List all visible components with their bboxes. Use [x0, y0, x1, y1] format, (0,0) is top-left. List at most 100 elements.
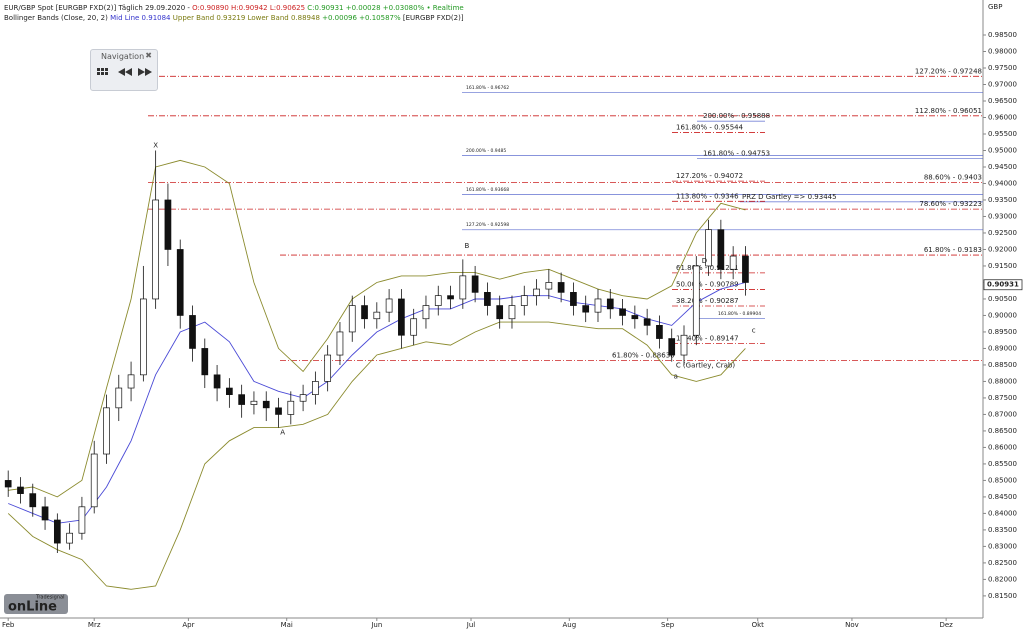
navigation-icons: [97, 68, 152, 76]
fib-label: 112.80% - 0.96051: [915, 107, 982, 115]
y-tick-label: 0.95000: [988, 146, 1017, 154]
y-tick-label: 0.86500: [988, 427, 1017, 435]
grid-icon[interactable]: [97, 68, 108, 75]
fib-label: 50.00% - 0.90789: [676, 280, 739, 288]
candle-body: [729, 255, 737, 270]
candle-body: [127, 374, 135, 389]
header-line-1: EUR/GBP Spot [EURGBP FXD(2)] Täglich 29.…: [4, 4, 464, 12]
x-tick-label: Sep: [661, 621, 675, 629]
close-text: C:0.90931 +0.00028 +0.03080%: [307, 4, 424, 12]
candle-body: [238, 394, 246, 405]
bollinger-band: [8, 159, 746, 498]
y-tick-label: 0.89000: [988, 344, 1017, 352]
last-price-box: [983, 279, 1023, 291]
symbol: [EURGBP FXD(2)]: [403, 14, 464, 22]
candle-body: [606, 298, 614, 310]
candle-body: [692, 265, 700, 336]
y-tick-label: 0.90000: [988, 311, 1017, 319]
candle-body: [312, 381, 319, 395]
logo: Tradesignal onLine: [4, 594, 68, 615]
lower-text: Lower Band 0.88948: [248, 14, 320, 22]
y-tick-label: 0.82000: [988, 575, 1017, 583]
candle-body: [557, 282, 565, 293]
candle-body: [508, 305, 516, 320]
pattern-label: B: [465, 242, 470, 250]
back-icon[interactable]: [118, 68, 132, 76]
close-button[interactable]: ✖: [145, 51, 152, 60]
fib-label: 11.40% - 0.89147: [676, 335, 739, 343]
candle-body: [250, 400, 258, 405]
candle-body: [336, 331, 344, 356]
y-tick-label: 0.84500: [988, 493, 1017, 501]
ohlc: O:0.90890 H:0.90942 L:0.90625: [192, 4, 305, 12]
fib-label: 127.20% - 0.97248: [915, 67, 982, 75]
x-tick-label: Mai: [281, 621, 293, 629]
mid-text: Mid Line 0.91084: [110, 14, 171, 22]
candle-body: [324, 354, 332, 382]
fib-label: 127.20% - 0.94072: [676, 172, 743, 180]
y-tick-label: 0.95500: [988, 130, 1017, 138]
candle-body: [361, 305, 368, 320]
candle-body: [287, 400, 295, 415]
candle-body: [434, 295, 442, 306]
y-tick-label: 0.88500: [988, 361, 1017, 369]
y-tick-label: 0.98500: [988, 31, 1017, 39]
y-tick-label: 0.92000: [988, 245, 1017, 253]
candle-body: [226, 387, 233, 395]
header-line-2: Bollinger Bands (Close, 20, 2) Mid Line …: [4, 14, 464, 22]
fib-label: 161.80% - 0.96762: [466, 85, 509, 91]
pattern-label: X: [153, 142, 158, 150]
y-tick-label: 0.85000: [988, 476, 1017, 484]
candle-body: [398, 298, 405, 336]
y-tick-label: 0.83000: [988, 542, 1017, 550]
candle-body: [201, 348, 209, 376]
candle-body: [447, 295, 454, 300]
x-tick-label: Apr: [182, 621, 194, 629]
fib-label: 78.60% - 0.93223: [919, 200, 982, 208]
y-tick-label: 0.96000: [988, 113, 1017, 121]
candle-body: [643, 318, 651, 326]
candle-body: [520, 295, 528, 306]
candle-body: [29, 493, 37, 508]
candle-body: [631, 315, 639, 320]
upper-text: Upper Band 0.93219: [173, 14, 246, 22]
bollinger-band: [7, 321, 746, 590]
candle-body: [373, 311, 381, 320]
fib-label: 161.80% - 0.95544: [676, 124, 744, 132]
navigation-panel: Navigation ✖: [90, 49, 158, 91]
candle-body: [78, 506, 86, 534]
pattern-label: D: [702, 257, 707, 265]
candle-body: [582, 305, 590, 313]
x-tick-label: Jun: [370, 621, 382, 629]
x-tick-label: Mrz: [88, 621, 101, 629]
candle-body: [41, 506, 49, 521]
x-tick-label: Feb: [2, 621, 15, 629]
y-tick-label: 0.82500: [988, 559, 1017, 567]
last-price-label: 0.90931: [987, 281, 1019, 289]
title: EUR/GBP Spot [EURGBP FXD(2)] Täglich 29.…: [4, 4, 190, 12]
y-tick-label: 0.81500: [988, 592, 1017, 600]
y-tick-label: 0.94500: [988, 163, 1017, 171]
navigation-title: Navigation: [101, 52, 145, 61]
candle-body: [213, 374, 221, 389]
candle-body: [17, 486, 24, 494]
forward-icon[interactable]: [138, 68, 152, 76]
x-tick-label: Aug: [562, 621, 576, 629]
candle-body: [164, 199, 172, 250]
fib-label: 127.20% - 0.92598: [466, 222, 509, 228]
fib-label: 38.20% - 0.90287: [676, 297, 739, 305]
y-tick-label: 0.91500: [988, 262, 1017, 270]
y-tick-label: 0.97500: [988, 64, 1017, 72]
candle-body: [115, 387, 123, 409]
fib-label: 61.80% - 0.91291: [676, 264, 739, 272]
candle-body: [299, 394, 307, 402]
candle-body: [594, 298, 602, 313]
x-tick-label: Nov: [845, 621, 859, 629]
candle-body: [66, 532, 73, 544]
candle-body: [385, 298, 393, 313]
fib-label: 161.80% - 0.93668: [466, 187, 509, 193]
candle-body: [545, 282, 553, 290]
y-tick-label: 0.83500: [988, 526, 1017, 534]
fib-label: 161.80% - 0.89904: [718, 311, 761, 317]
